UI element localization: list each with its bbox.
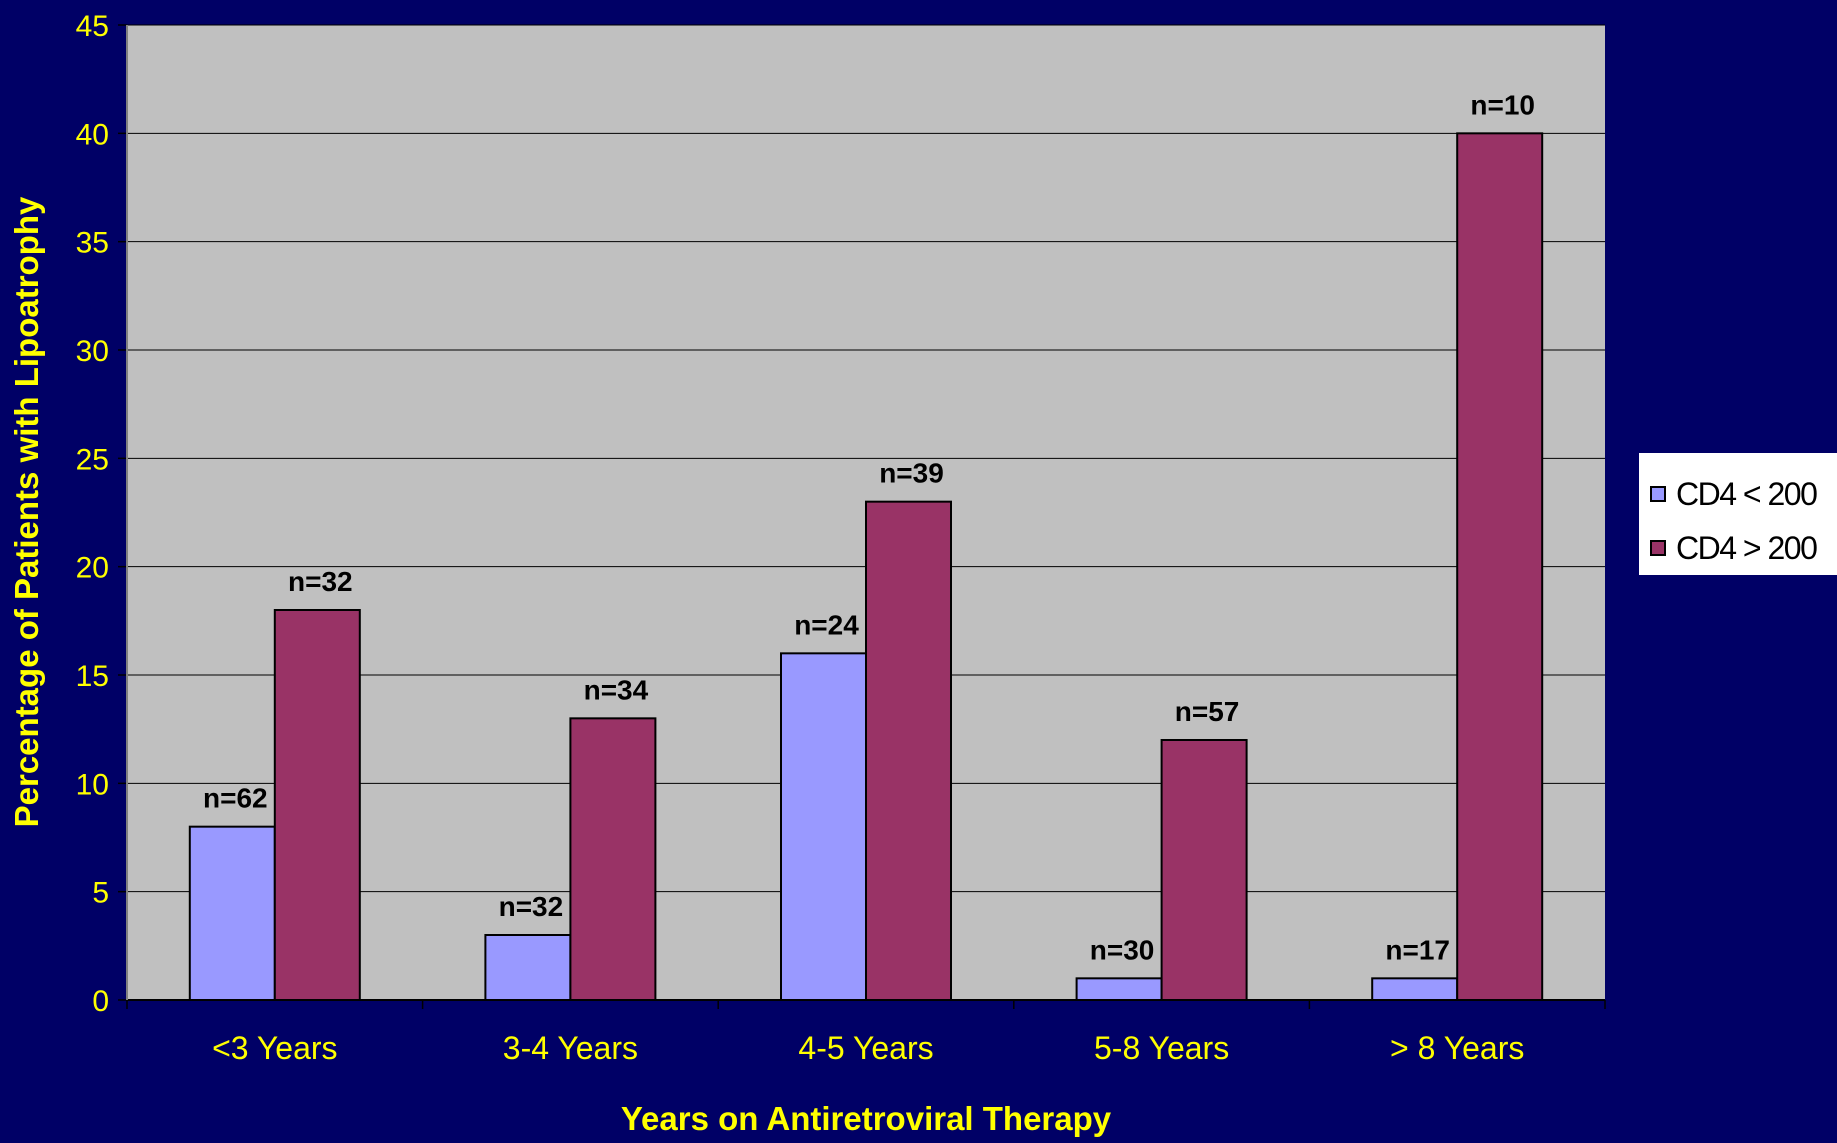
legend-item-cd4-above-200: CD4 > 200	[1639, 521, 1837, 575]
bar	[1160, 739, 1248, 1001]
legend-label: CD4 < 200	[1676, 475, 1818, 512]
data-label: n=17	[1385, 934, 1450, 965]
data-label: n=10	[1470, 89, 1535, 120]
y-tick-label: 25	[76, 443, 109, 476]
y-axis: 0 5 10 15 20 25 30 35 40 45	[76, 10, 128, 1018]
x-axis: <3 Years 3-4 Years 4-5 Years 5-8 Years > 8 Y…	[126, 999, 1606, 1066]
bar	[865, 500, 952, 1001]
x-tick-label: <3 Years	[212, 1030, 337, 1066]
legend-swatch-cd4-below-200	[1650, 486, 1666, 502]
y-axis-title: Percentage of Patients with Lipoatrophy	[8, 196, 45, 827]
legend-label: CD4 > 200	[1676, 529, 1818, 566]
x-tick-label: 5-8 Years	[1094, 1030, 1229, 1066]
bar	[188, 825, 276, 1002]
data-label: n=39	[879, 458, 944, 489]
y-tick-label: 0	[92, 985, 109, 1018]
y-tick-label: 45	[76, 10, 109, 43]
data-labels: n=62 n=32 n=24 n=30 n=17 n=32 n=34 n=39 n=57 n=10	[203, 89, 1535, 965]
data-label: n=34	[584, 674, 649, 705]
bar	[780, 652, 867, 1001]
legend-item-cd4-below-200: CD4 < 200	[1639, 467, 1837, 521]
y-tick-label: 20	[76, 552, 109, 585]
bar	[1371, 977, 1459, 1001]
x-tick-label: 4-5 Years	[798, 1030, 933, 1066]
x-tick-label: > 8 Years	[1390, 1030, 1524, 1066]
x-tick-label: 3-4 Years	[503, 1030, 638, 1066]
bar	[1075, 977, 1163, 1001]
data-label: n=30	[1090, 934, 1155, 965]
bar	[273, 609, 361, 1001]
bar	[569, 717, 657, 1001]
bar	[1456, 132, 1544, 1002]
data-label: n=32	[499, 891, 564, 922]
data-label: n=24	[794, 609, 859, 640]
y-tick-label: 10	[76, 768, 109, 801]
legend-swatch-cd4-above-200	[1650, 540, 1666, 556]
data-label: n=32	[288, 566, 353, 597]
bar	[484, 934, 572, 1001]
y-tick-label: 35	[76, 227, 109, 260]
data-label: n=62	[203, 783, 268, 814]
y-tick-label: 30	[76, 335, 109, 368]
y-tick-label: 15	[76, 660, 109, 693]
bars	[188, 132, 1544, 1002]
y-tick-label: 5	[92, 877, 109, 910]
legend: CD4 < 200 CD4 > 200	[1639, 453, 1837, 575]
y-tick-label: 40	[76, 118, 109, 151]
data-label: n=57	[1175, 696, 1240, 727]
x-axis-title: Years on Antiretroviral Therapy	[621, 1100, 1112, 1137]
